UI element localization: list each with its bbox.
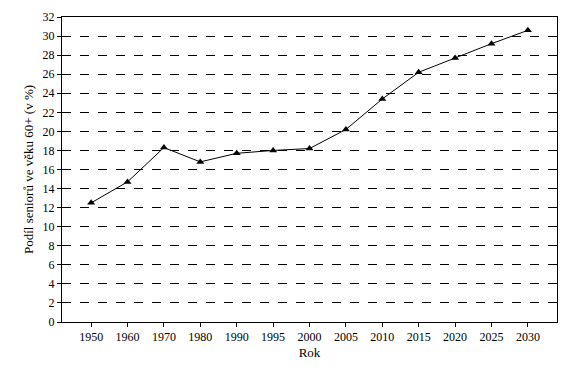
svg-text:8: 8 [49,239,55,253]
svg-text:18: 18 [43,144,55,158]
svg-text:10: 10 [43,220,55,234]
svg-text:2025: 2025 [479,330,503,344]
svg-text:Rok: Rok [299,345,321,360]
svg-text:1960: 1960 [116,330,140,344]
svg-text:1990: 1990 [225,330,249,344]
svg-text:2020: 2020 [443,330,467,344]
svg-text:1995: 1995 [261,330,285,344]
svg-text:22: 22 [43,106,55,120]
svg-text:2000: 2000 [298,330,322,344]
svg-text:24: 24 [43,86,55,100]
svg-text:26: 26 [43,67,55,81]
svg-text:6: 6 [49,258,55,272]
svg-text:1970: 1970 [152,330,176,344]
svg-text:0: 0 [49,315,55,329]
svg-text:Podíl seniorů ve věku 60+ (v %: Podíl seniorů ve věku 60+ (v %) [21,85,36,254]
svg-text:2030: 2030 [516,330,540,344]
svg-text:28: 28 [43,48,55,62]
svg-text:1980: 1980 [188,330,212,344]
svg-text:16: 16 [43,163,55,177]
svg-text:32: 32 [43,10,55,24]
svg-text:12: 12 [43,201,55,215]
svg-text:2: 2 [49,296,55,310]
svg-text:2015: 2015 [407,330,431,344]
svg-text:30: 30 [43,29,55,43]
svg-text:4: 4 [49,277,55,291]
svg-text:14: 14 [43,182,55,196]
svg-text:20: 20 [43,125,55,139]
svg-text:2005: 2005 [334,330,358,344]
svg-text:2010: 2010 [370,330,394,344]
svg-text:1950: 1950 [79,330,103,344]
